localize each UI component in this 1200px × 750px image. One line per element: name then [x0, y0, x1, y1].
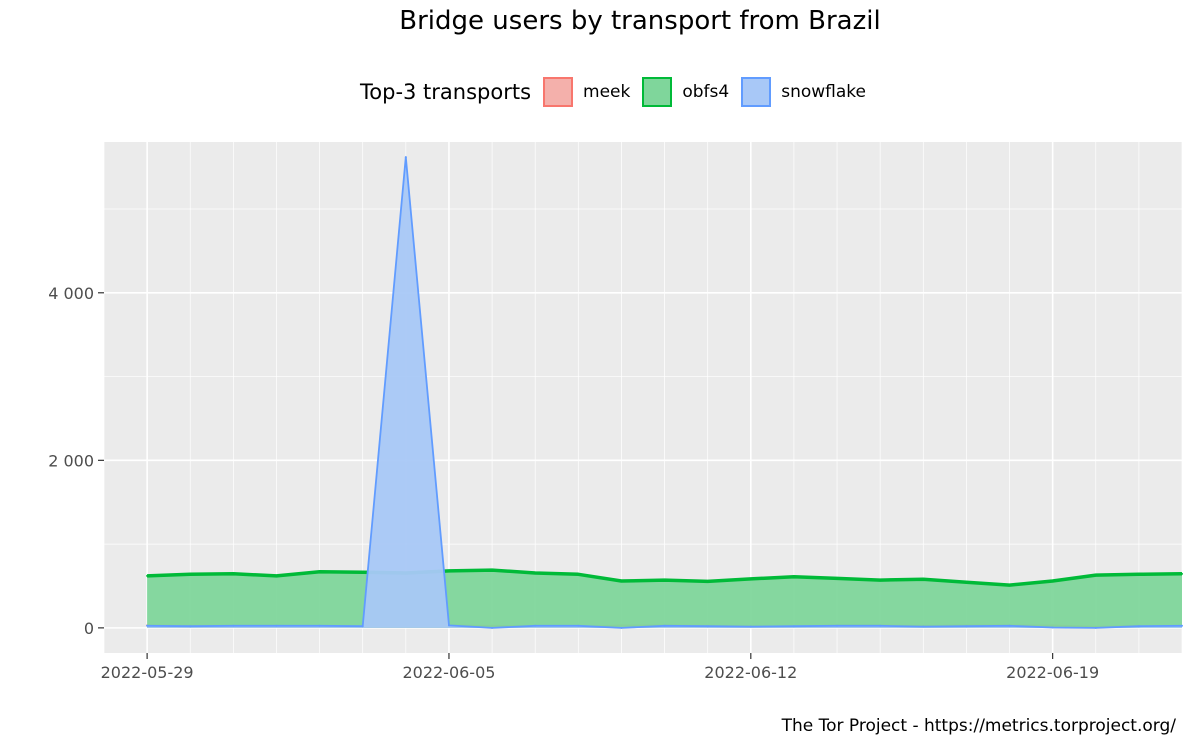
point-snowflake: [577, 624, 580, 627]
y-tick-label: 0: [84, 619, 94, 638]
point-snowflake: [361, 625, 364, 628]
point-obfs4: [577, 573, 580, 576]
point-snowflake: [232, 624, 235, 627]
legend-key-meek: [543, 77, 574, 107]
point-obfs4: [534, 571, 537, 574]
legend-item-snowflake: snowflake: [741, 77, 866, 107]
point-snowflake: [879, 624, 882, 627]
x-tick-label: 2022-05-29: [101, 663, 194, 682]
point-obfs4: [146, 574, 149, 577]
point-snowflake: [922, 625, 925, 628]
point-obfs4: [1008, 584, 1011, 587]
point-obfs4: [965, 581, 968, 584]
point-snowflake: [965, 625, 968, 628]
point-obfs4: [706, 580, 709, 583]
point-snowflake: [534, 624, 537, 627]
point-snowflake: [1094, 626, 1097, 629]
x-tick-label: 2022-06-12: [704, 663, 797, 682]
point-obfs4: [275, 574, 278, 577]
y-tick-label: 4 000: [48, 284, 94, 303]
y-tick-label: 2 000: [48, 451, 94, 470]
legend-item-obfs4: obfs4: [642, 77, 729, 107]
point-snowflake: [1008, 624, 1011, 627]
point-snowflake: [706, 625, 709, 628]
point-obfs4: [1051, 579, 1054, 582]
point-snowflake: [404, 156, 407, 159]
x-tick-label: 2022-06-19: [1006, 663, 1099, 682]
point-obfs4: [663, 579, 666, 582]
point-snowflake: [491, 626, 494, 629]
point-snowflake: [447, 624, 450, 627]
legend-label-meek: meek: [583, 82, 631, 102]
point-obfs4: [189, 573, 192, 576]
legend-label-snowflake: snowflake: [781, 82, 866, 102]
point-obfs4: [749, 577, 752, 580]
x-tick-label: 2022-06-05: [402, 663, 495, 682]
point-obfs4: [447, 569, 450, 572]
area-snowflake: [147, 157, 1183, 628]
point-obfs4: [1137, 573, 1140, 576]
point-obfs4: [792, 575, 795, 578]
point-snowflake: [1051, 626, 1054, 629]
point-snowflake: [275, 624, 278, 627]
point-snowflake: [749, 625, 752, 628]
point-snowflake: [792, 625, 795, 628]
legend-label-obfs4: obfs4: [682, 82, 730, 102]
point-snowflake: [189, 625, 192, 628]
plot-panel: [104, 142, 1182, 653]
legend: Top-3 transports meek obfs4 snowflake: [360, 72, 878, 112]
point-snowflake: [663, 624, 666, 627]
point-snowflake: [1181, 624, 1183, 627]
point-obfs4: [879, 579, 882, 582]
legend-item-meek: meek: [543, 77, 630, 107]
point-obfs4: [1181, 572, 1183, 575]
point-snowflake: [836, 624, 839, 627]
point-snowflake: [146, 624, 149, 627]
point-obfs4: [491, 569, 494, 572]
legend-key-snowflake: [741, 77, 772, 107]
point-snowflake: [620, 626, 623, 629]
point-obfs4: [620, 579, 623, 582]
point-obfs4: [1094, 574, 1097, 577]
point-obfs4: [836, 577, 839, 580]
point-obfs4: [232, 572, 235, 575]
legend-key-obfs4: [642, 77, 673, 107]
point-obfs4: [922, 578, 925, 581]
chart-title: Bridge users by transport from Brazil: [399, 6, 881, 36]
point-obfs4: [361, 571, 364, 574]
source-caption: The Tor Project - https://metrics.torpro…: [781, 716, 1176, 736]
legend-title: Top-3 transports: [360, 80, 532, 104]
point-snowflake: [318, 624, 321, 627]
point-obfs4: [318, 570, 321, 573]
point-snowflake: [1137, 625, 1140, 628]
